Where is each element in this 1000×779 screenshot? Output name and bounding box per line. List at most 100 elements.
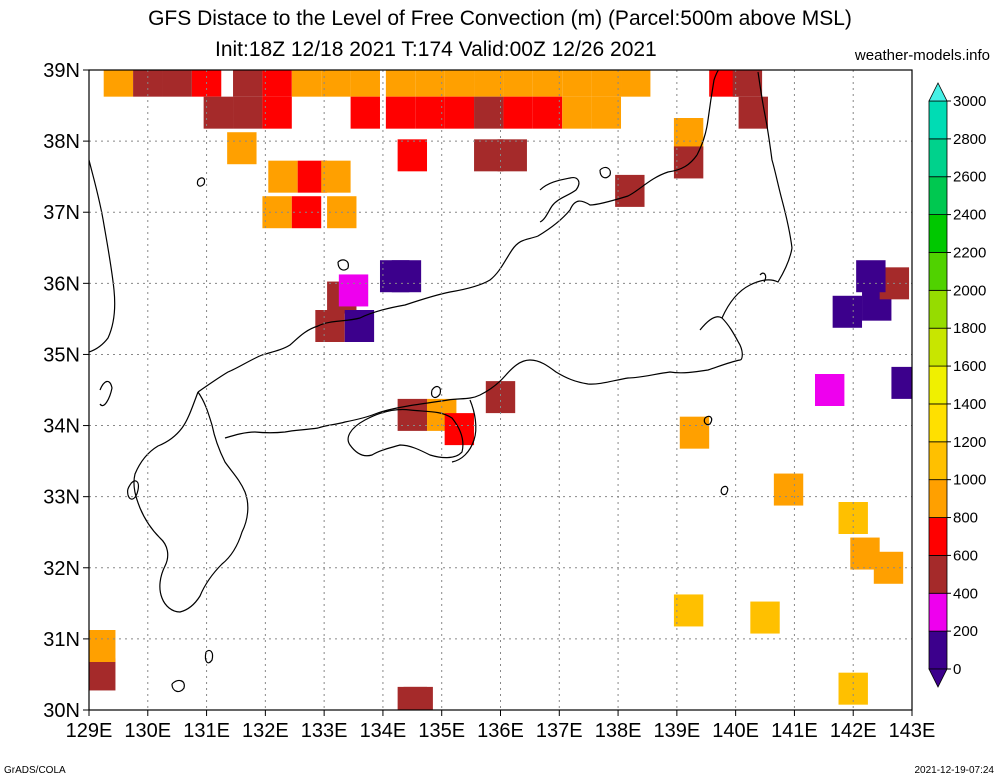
field-cell xyxy=(103,70,134,97)
x-tick-label: 142E xyxy=(830,720,877,742)
y-tick-label: 38N xyxy=(43,131,80,153)
y-tick-label: 32N xyxy=(43,558,80,580)
field-cell xyxy=(591,96,622,129)
field-cell xyxy=(773,473,804,506)
y-tick-label: 34N xyxy=(43,416,80,438)
field-cell xyxy=(591,70,622,97)
field-cell xyxy=(497,139,527,172)
field-cell xyxy=(397,686,428,710)
colorbar-label: 1400 xyxy=(953,396,986,413)
colorbar-swatch xyxy=(928,555,948,594)
field-cells xyxy=(89,70,912,710)
field-cell xyxy=(738,96,768,129)
field-cell xyxy=(856,260,886,293)
grid-lines xyxy=(89,70,912,710)
field-cell xyxy=(262,196,292,229)
field-cell xyxy=(532,70,563,97)
field-cell xyxy=(162,70,192,97)
y-tick-label: 39N xyxy=(43,60,80,82)
field-cell xyxy=(444,96,475,129)
field-cell xyxy=(673,594,704,627)
y-tick-label: 36N xyxy=(43,273,80,295)
x-tick-label: 137E xyxy=(536,720,583,742)
field-cell xyxy=(444,70,475,97)
colorbar-label: 200 xyxy=(953,623,978,640)
y-tick-label: 31N xyxy=(43,629,80,651)
field-cell xyxy=(503,96,533,129)
field-cell xyxy=(262,70,292,97)
x-tick-label: 129E xyxy=(66,720,113,742)
x-tick-label: 143E xyxy=(889,720,936,742)
colorbar: 0 200 400 600 800 1000 1200 1400 1600 1800 2000 220… xyxy=(928,82,986,688)
field-cell xyxy=(385,70,416,97)
field-cell xyxy=(732,70,763,97)
y-axis-ticks: 30N 31N 32N 33N 34N 35N 36N 37N 38N 39N xyxy=(43,60,89,722)
colorbar-swatch xyxy=(928,214,948,253)
field-cell xyxy=(621,70,651,97)
colorbar-swatch xyxy=(928,630,948,670)
field-cell xyxy=(503,70,533,97)
field-cell xyxy=(291,70,322,97)
colorbar-label: 1200 xyxy=(953,434,986,451)
x-tick-label: 134E xyxy=(360,720,407,742)
colorbar-label: 2200 xyxy=(953,244,986,261)
field-cell xyxy=(350,70,380,97)
colorbar-swatch xyxy=(928,403,948,443)
colorbar-swatch xyxy=(928,327,948,367)
colorbar-swatch xyxy=(928,517,948,556)
field-cell xyxy=(474,96,504,129)
x-tick-label: 135E xyxy=(418,720,465,742)
chart-title: GFS Distace to the Level of Free Convect… xyxy=(148,7,852,30)
field-cell xyxy=(350,96,380,129)
x-axis-ticks: 129E 130E 131E 132E 133E 134E 135E 136E 137E 138E… xyxy=(66,710,936,742)
field-cell xyxy=(268,160,298,193)
colorbar-swatch xyxy=(928,176,948,216)
field-cell xyxy=(750,601,780,634)
x-tick-label: 133E xyxy=(301,720,348,742)
colorbar-swatch xyxy=(928,365,948,405)
x-tick-label: 139E xyxy=(653,720,700,742)
colorbar-label: 3000 xyxy=(953,93,986,110)
field-cell xyxy=(262,96,292,129)
field-cell xyxy=(89,630,116,662)
field-cell xyxy=(891,366,912,399)
x-tick-label: 140E xyxy=(712,720,759,742)
colorbar-low-arrow xyxy=(928,668,948,688)
field-cell xyxy=(562,70,592,97)
colorbar-label: 1800 xyxy=(953,320,986,337)
field-cell xyxy=(415,96,445,129)
field-cell xyxy=(673,118,704,150)
colorbar-label: 1600 xyxy=(953,358,986,375)
colorbar-label: 1000 xyxy=(953,472,986,489)
field-cell xyxy=(838,502,868,534)
field-cell xyxy=(233,96,263,129)
field-cell xyxy=(562,96,592,129)
field-cell xyxy=(321,70,351,97)
x-tick-label: 132E xyxy=(242,720,289,742)
field-cell xyxy=(815,374,845,406)
footer-timestamp: 2021-12-19-07:24 xyxy=(914,765,994,776)
field-cell xyxy=(415,70,445,97)
colorbar-swatch xyxy=(928,479,948,518)
colorbar-swatch xyxy=(928,592,948,632)
field-cell xyxy=(532,96,563,129)
field-cell xyxy=(321,160,351,193)
field-cell xyxy=(385,96,416,129)
field-cell xyxy=(89,658,116,691)
x-tick-label: 138E xyxy=(595,720,642,742)
y-tick-label: 33N xyxy=(43,487,80,509)
field-cell xyxy=(233,70,263,97)
field-cell xyxy=(315,310,345,342)
colorbar-label: 800 xyxy=(953,510,978,527)
y-tick-label: 37N xyxy=(43,202,80,224)
colorbar-swatch xyxy=(928,252,948,291)
colorbar-label: 400 xyxy=(953,585,978,602)
x-tick-label: 131E xyxy=(183,720,230,742)
field-cell xyxy=(344,310,375,342)
colorbar-high-arrow xyxy=(928,82,948,102)
colorbar-swatch xyxy=(928,100,948,140)
field-cell xyxy=(203,96,234,129)
colorbar-label: 2000 xyxy=(953,282,986,299)
field-cell xyxy=(397,139,428,172)
